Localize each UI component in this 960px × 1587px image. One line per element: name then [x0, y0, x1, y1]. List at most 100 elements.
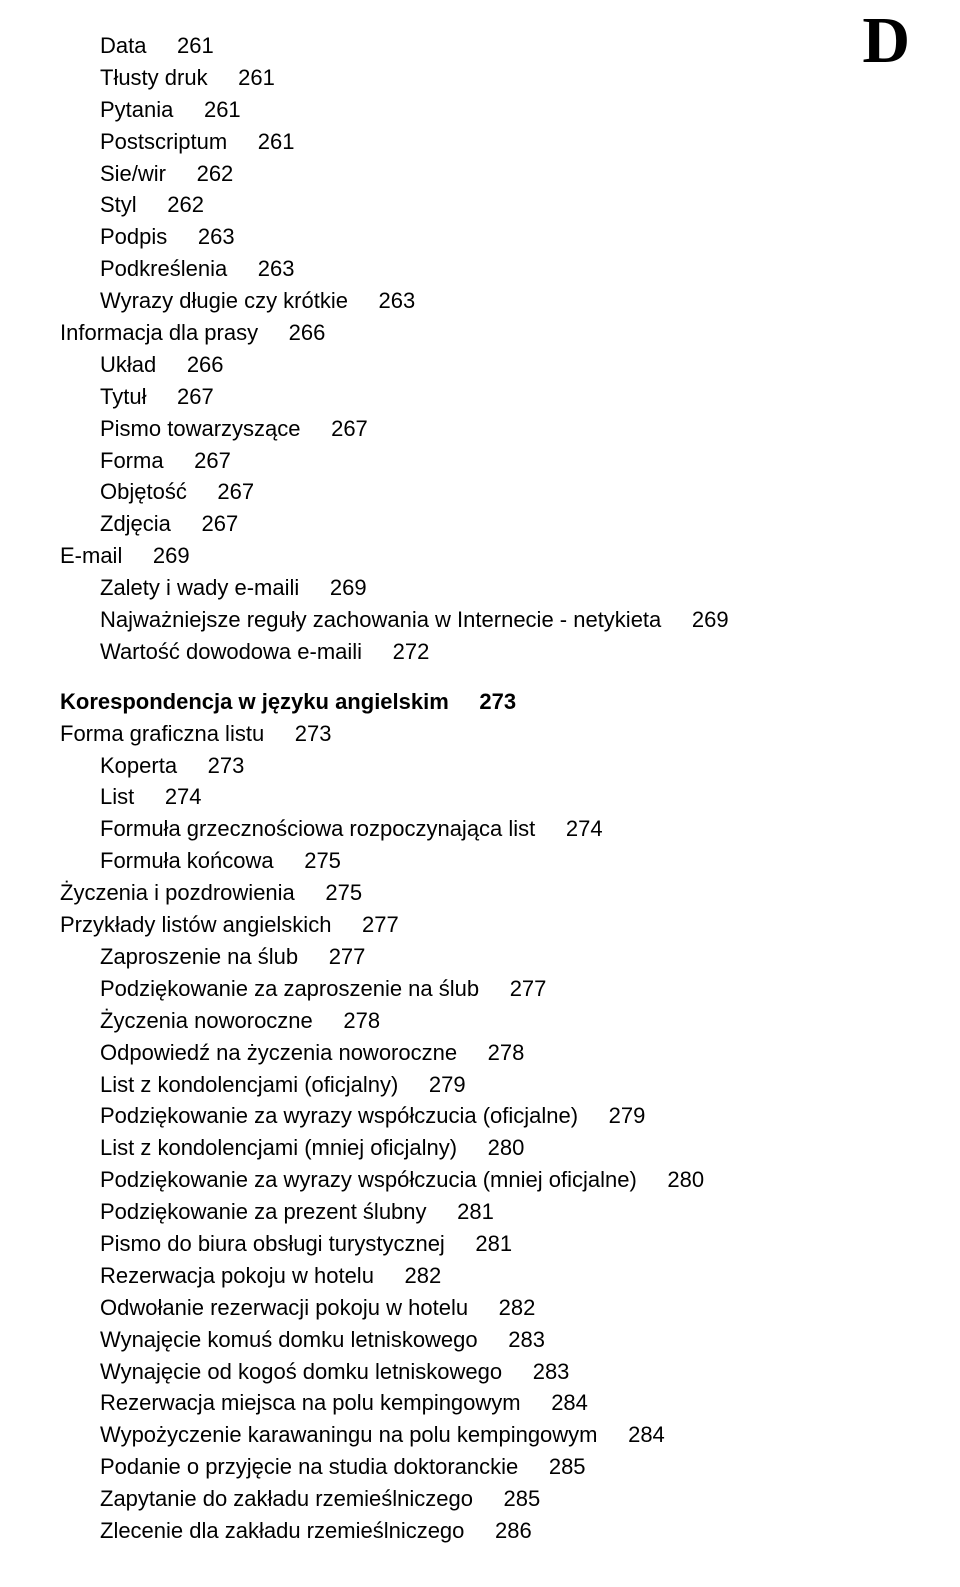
toc-entry-gap	[166, 161, 197, 186]
toc-entry: Pismo towarzyszące 267	[100, 413, 900, 445]
toc-entry-gap	[298, 944, 329, 969]
toc-entry: Najważniejsze reguły zachowania w Intern…	[100, 604, 900, 636]
toc-entry-text: Wartość dowodowa e-maili	[100, 639, 362, 664]
toc-entry-text: Forma	[100, 448, 164, 473]
toc-entry-text: Pytania	[100, 97, 173, 122]
toc-entry-text: Informacja dla prasy	[60, 320, 258, 345]
toc-entry-gap	[473, 1486, 504, 1511]
toc-entry-gap	[398, 1072, 429, 1097]
toc-entry: Koperta 273	[100, 750, 900, 782]
toc-entry-text: Pismo towarzyszące	[100, 416, 301, 441]
toc-entry: Podziękowanie za prezent ślubny 281	[100, 1196, 900, 1228]
toc-entry-gap	[374, 1263, 405, 1288]
toc-entry-page: 263	[198, 224, 235, 249]
toc-entry-page: 277	[362, 912, 399, 937]
toc-entry-gap	[468, 1295, 499, 1320]
toc-entry-gap	[299, 575, 330, 600]
toc-entry: Życzenia noworoczne 278	[100, 1005, 900, 1037]
toc-entry-text: Podziękowanie za wyrazy współczucia (ofi…	[100, 1103, 578, 1128]
toc-entry-page: 275	[325, 880, 362, 905]
toc-entry: Rezerwacja miejsca na polu kempingowym 2…	[100, 1387, 900, 1419]
toc-entry: List 274	[100, 781, 900, 813]
toc-entry-page: 278	[343, 1008, 380, 1033]
toc-entry-page: 277	[329, 944, 366, 969]
toc-entry: Wyrazy długie czy krótkie 263	[100, 285, 900, 317]
toc-entry-text: Korespondencja w języku angielskim	[60, 689, 449, 714]
toc-entry-page: 263	[379, 288, 416, 313]
toc-entry-page: 280	[667, 1167, 704, 1192]
toc-entry-gap	[171, 511, 202, 536]
toc-entry-page: 285	[549, 1454, 586, 1479]
toc-entry-text: Koperta	[100, 753, 177, 778]
toc-entry: Informacja dla prasy 266	[60, 317, 900, 349]
toc-entry: Data 261	[100, 30, 900, 62]
toc-entry-gap	[156, 352, 187, 377]
toc-entry-page: 267	[331, 416, 368, 441]
toc-entry-gap	[427, 1199, 458, 1224]
toc-entry: Zaproszenie na ślub 277	[100, 941, 900, 973]
toc-entry-text: Objętość	[100, 479, 187, 504]
toc-entry-page: 262	[167, 192, 204, 217]
toc-entry-text: Styl	[100, 192, 137, 217]
toc-entry: Formuła końcowa 275	[100, 845, 900, 877]
toc-entry: Odpowiedź na życzenia noworoczne 278	[100, 1037, 900, 1069]
toc-entry-gap	[264, 721, 295, 746]
toc-entry-page: 283	[508, 1327, 545, 1352]
toc-entry-page: 267	[217, 479, 254, 504]
toc-entry-gap	[227, 129, 258, 154]
toc-entry-page: 279	[609, 1103, 646, 1128]
toc-entry-page: 261	[177, 33, 214, 58]
toc-entry: Podkreślenia 263	[100, 253, 900, 285]
toc-entry-gap	[479, 976, 510, 1001]
toc-entry-gap	[598, 1422, 629, 1447]
toc-entry-text: Podziękowanie za zaproszenie na ślub	[100, 976, 479, 1001]
toc-entry: Formuła grzecznościowa rozpoczynająca li…	[100, 813, 900, 845]
toc-entry-text: Wynajęcie od kogoś domku letniskowego	[100, 1359, 502, 1384]
toc-entry-text: Tytuł	[100, 384, 146, 409]
toc-entry-page: 261	[238, 65, 275, 90]
toc-entry: Podziękowanie za wyrazy współczucia (ofi…	[100, 1100, 900, 1132]
toc-entry: Wartość dowodowa e-maili 272	[100, 636, 900, 668]
toc-entry-text: Podpis	[100, 224, 167, 249]
toc-entry-page: 280	[488, 1135, 525, 1160]
toc-entry-page: 283	[533, 1359, 570, 1384]
toc-entry-gap	[449, 689, 480, 714]
toc-entry-gap	[134, 784, 165, 809]
toc-entry-gap	[208, 65, 239, 90]
toc-entry-gap	[258, 320, 289, 345]
toc-entry-gap	[457, 1135, 488, 1160]
toc-entry-text: Postscriptum	[100, 129, 227, 154]
toc-entry-gap	[521, 1390, 552, 1415]
toc-entry-text: Odwołanie rezerwacji pokoju w hotelu	[100, 1295, 468, 1320]
toc-entry-text: Tłusty druk	[100, 65, 208, 90]
toc-entry-text: Przykłady listów angielskich	[60, 912, 331, 937]
toc-entry-page: 282	[405, 1263, 442, 1288]
toc-entry-text: E-mail	[60, 543, 122, 568]
toc-entry-text: Odpowiedź na życzenia noworoczne	[100, 1040, 457, 1065]
toc-entry-gap	[502, 1359, 533, 1384]
toc-entry-text: Zaproszenie na ślub	[100, 944, 298, 969]
toc-entry-page: 261	[258, 129, 295, 154]
toc-entry-page: 266	[289, 320, 326, 345]
toc-entry: Sie/wir 262	[100, 158, 900, 190]
toc-entry-gap	[301, 416, 332, 441]
toc-entry: Tłusty druk 261	[100, 62, 900, 94]
toc-entry-gap	[348, 288, 379, 313]
toc-entry: Przykłady listów angielskich 277	[60, 909, 900, 941]
toc-entry: Pytania 261	[100, 94, 900, 126]
toc-entry-text: Formuła grzecznościowa rozpoczynająca li…	[100, 816, 535, 841]
toc-entry-page: 267	[194, 448, 231, 473]
toc-entry-gap	[146, 384, 177, 409]
toc-entry-text: Sie/wir	[100, 161, 166, 186]
toc-entry: Układ 266	[100, 349, 900, 381]
toc-entry: Zdjęcia 267	[100, 508, 900, 540]
toc-entry-text: Rezerwacja pokoju w hotelu	[100, 1263, 374, 1288]
toc-entry-gap	[164, 448, 195, 473]
toc-entry-text: Pismo do biura obsługi turystycznej	[100, 1231, 445, 1256]
toc-entry: Pismo do biura obsługi turystycznej 281	[100, 1228, 900, 1260]
toc-entry: Wynajęcie od kogoś domku letniskowego 28…	[100, 1356, 900, 1388]
toc-entry-page: 261	[204, 97, 241, 122]
toc-entry-gap	[464, 1518, 495, 1543]
toc-entry-page: 279	[429, 1072, 466, 1097]
toc-entry-text: Forma graficzna listu	[60, 721, 264, 746]
